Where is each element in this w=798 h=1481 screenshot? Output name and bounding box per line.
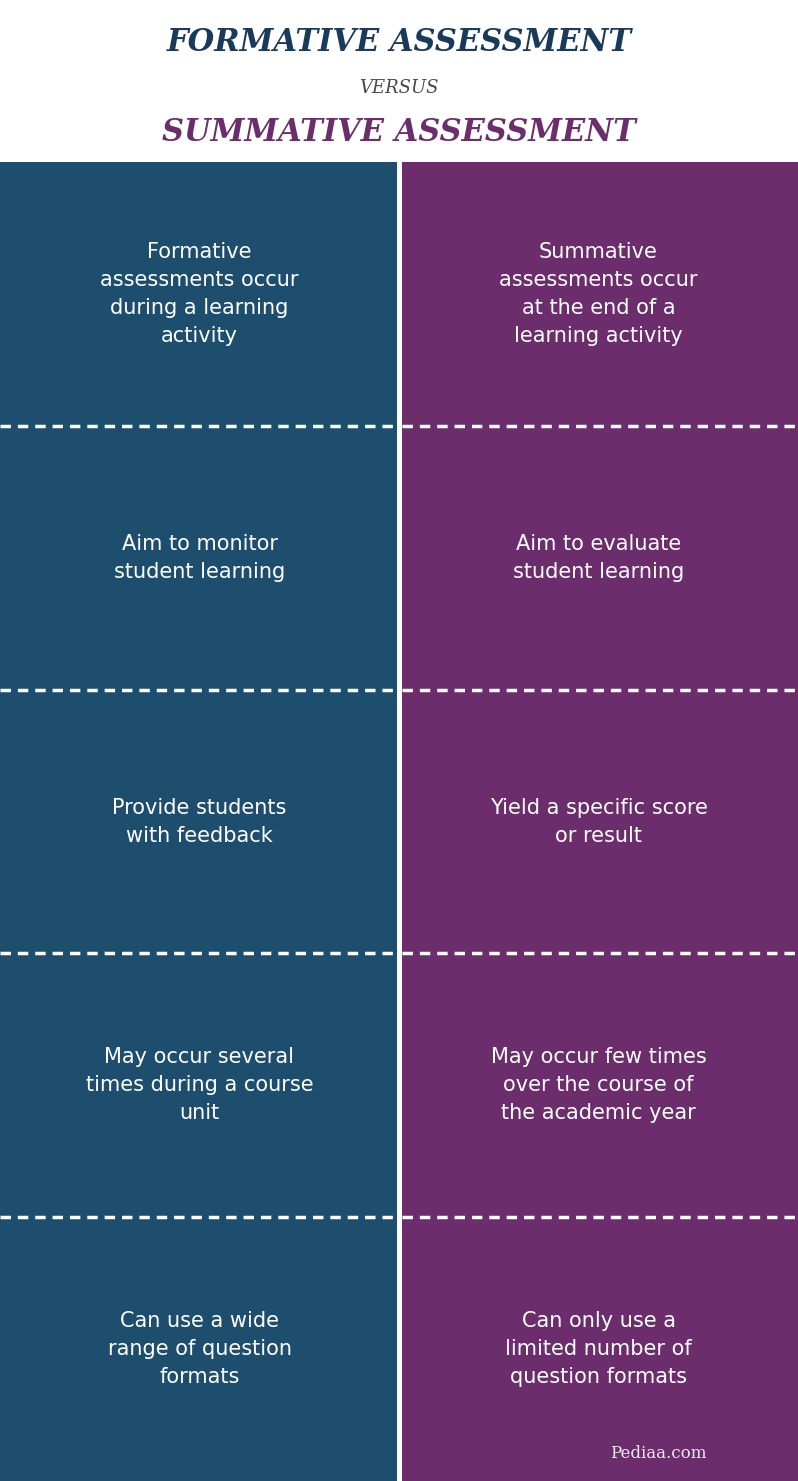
Text: VERSUS: VERSUS — [359, 78, 439, 96]
Text: Aim to evaluate
student learning: Aim to evaluate student learning — [513, 533, 684, 582]
Text: Aim to monitor
student learning: Aim to monitor student learning — [114, 533, 285, 582]
Text: Yield a specific score
or result: Yield a specific score or result — [489, 797, 708, 846]
Text: May occur several
times during a course
unit: May occur several times during a course … — [85, 1047, 314, 1123]
Text: Provide students
with feedback: Provide students with feedback — [113, 797, 286, 846]
Bar — [401, 161, 798, 1481]
Text: Formative
assessments occur
during a learning
activity: Formative assessments occur during a lea… — [101, 241, 298, 347]
Bar — [0, 161, 397, 1481]
Text: SUMMATIVE ASSESSMENT: SUMMATIVE ASSESSMENT — [162, 117, 636, 148]
Text: Pediaa.com: Pediaa.com — [610, 1444, 707, 1462]
Text: Summative
assessments occur
at the end of a
learning activity: Summative assessments occur at the end o… — [500, 241, 697, 347]
Text: May occur few times
over the course of
the academic year: May occur few times over the course of t… — [491, 1047, 706, 1123]
Text: Can only use a
limited number of
question formats: Can only use a limited number of questio… — [505, 1311, 692, 1388]
Text: FORMATIVE ASSESSMENT: FORMATIVE ASSESSMENT — [167, 27, 631, 58]
Text: Can use a wide
range of question
formats: Can use a wide range of question formats — [108, 1311, 291, 1388]
